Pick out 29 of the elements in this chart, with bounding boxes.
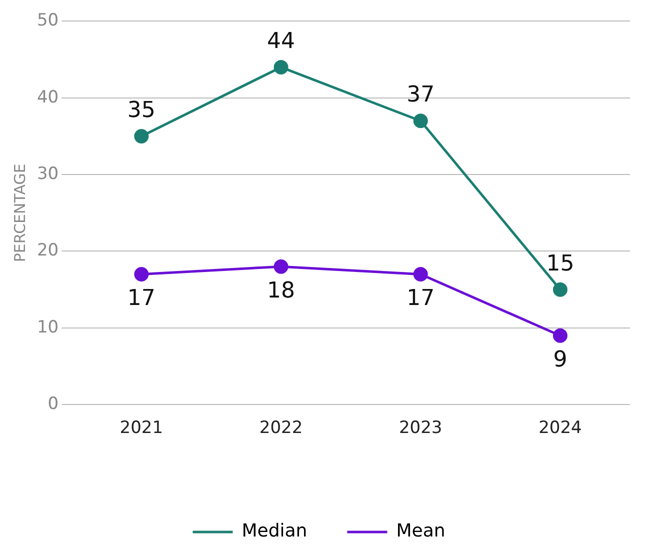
point xyxy=(413,266,428,282)
point xyxy=(134,266,149,282)
y-tick-label: 10 xyxy=(36,317,59,338)
y-tick-label: 40 xyxy=(36,87,59,108)
y-tick-label: 0 xyxy=(48,394,59,414)
data-label: 18 xyxy=(267,278,296,304)
legend-label: Mean xyxy=(396,520,446,542)
point xyxy=(274,259,288,274)
legend-label: Median xyxy=(242,520,308,542)
x-tick-label: 2024 xyxy=(538,418,582,438)
data-label: 9 xyxy=(553,347,568,372)
data-label: 15 xyxy=(546,251,574,276)
data-label: 17 xyxy=(406,286,435,311)
y-tick-label: 50 xyxy=(36,10,59,31)
data-label: 35 xyxy=(127,98,156,123)
y-axis-title: PERCENTAGE xyxy=(10,164,29,262)
data-label: 44 xyxy=(267,28,296,54)
y-tick-label: 20 xyxy=(36,240,59,261)
y-tick-label: 30 xyxy=(36,164,59,184)
x-tick-label: 2022 xyxy=(259,418,303,438)
point xyxy=(552,328,568,343)
point xyxy=(274,60,288,74)
point xyxy=(552,282,568,297)
x-tick-label: 2021 xyxy=(120,418,164,438)
data-label: 17 xyxy=(127,286,156,311)
point xyxy=(134,128,149,144)
point xyxy=(413,114,428,128)
x-tick-label: 2023 xyxy=(398,418,442,438)
data-label: 37 xyxy=(406,82,435,108)
